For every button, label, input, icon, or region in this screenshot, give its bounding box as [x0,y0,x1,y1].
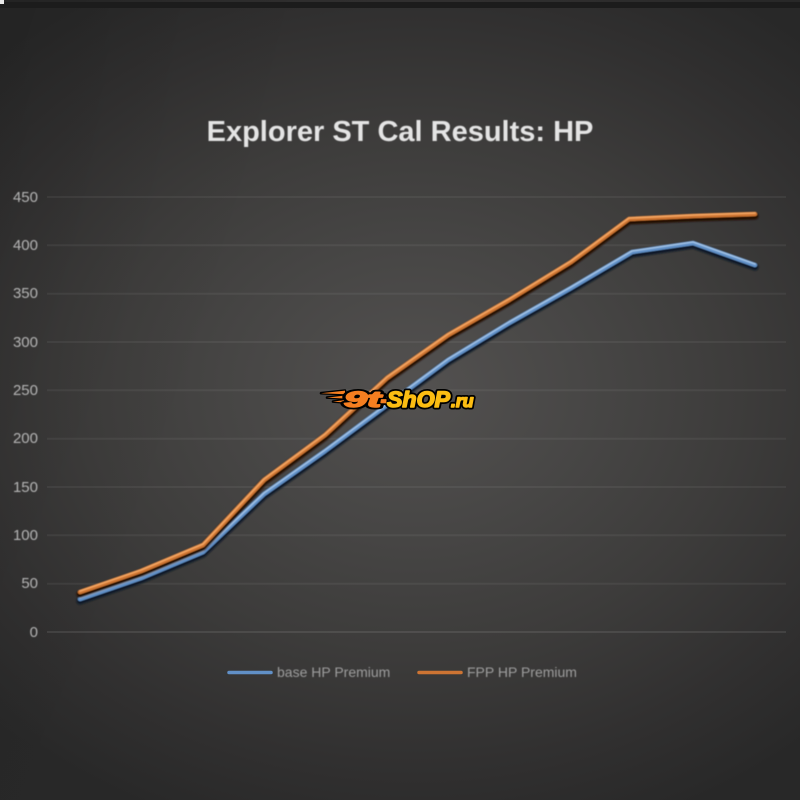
svg-text:450: 450 [13,189,38,206]
svg-text:Explorer ST Cal Results: HP: Explorer ST Cal Results: HP [207,116,594,148]
svg-text:0: 0 [30,624,38,641]
svg-text:.ru: .ru [451,391,474,411]
svg-text:-: - [381,387,387,412]
svg-text:9t: 9t [344,387,384,412]
svg-text:50: 50 [21,575,38,592]
svg-text:.ru: .ru [451,391,474,411]
svg-text:ShOP: ShOP [387,387,450,412]
svg-text:150: 150 [13,479,38,496]
svg-text:100: 100 [13,527,38,544]
svg-text:350: 350 [13,285,38,302]
svg-text:400: 400 [13,237,38,254]
svg-text:300: 300 [13,334,38,351]
svg-text:base HP Premium: base HP Premium [277,664,390,680]
svg-text:ShOP: ShOP [387,387,450,412]
svg-text:9t: 9t [344,387,384,412]
svg-text:-: - [381,387,387,412]
svg-text:200: 200 [13,430,38,447]
svg-text:FPP HP Premium: FPP HP Premium [467,664,577,680]
svg-text:250: 250 [13,382,38,399]
